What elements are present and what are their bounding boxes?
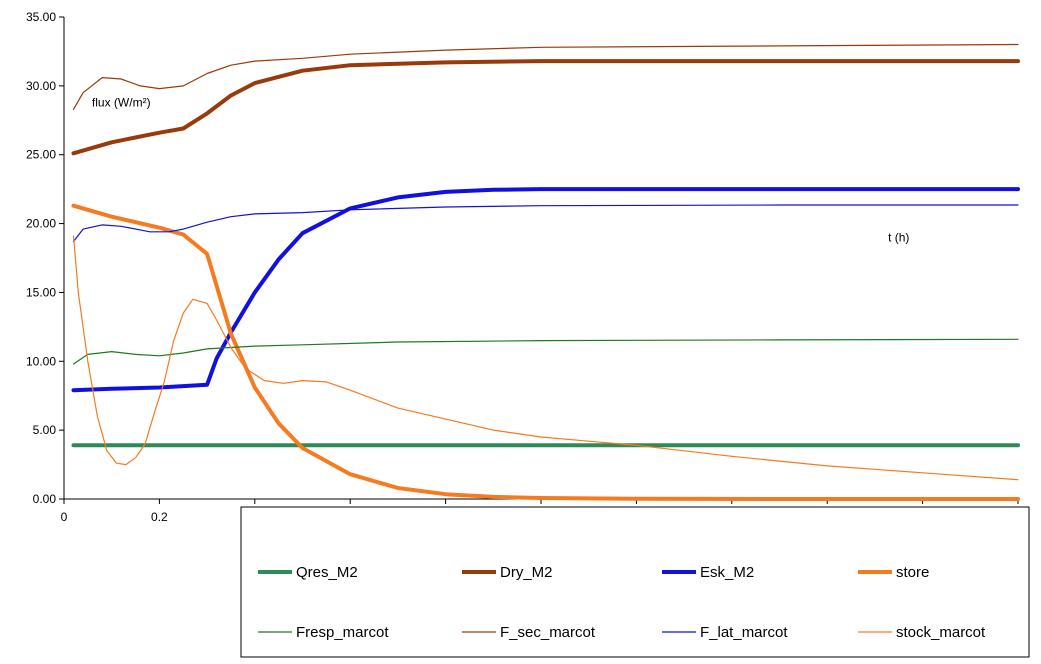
legend-label: stock_marcot: [896, 624, 986, 641]
x-tick-label: 0: [61, 510, 68, 524]
legend-label: Qres_M2: [296, 564, 358, 581]
series-line-dry-m2: [71, 59, 1020, 156]
annotations: flux (W/m²) t (h): [92, 96, 910, 245]
series-line-f-sec-marcot: [72, 43, 1019, 110]
legend-label: Fresp_marcot: [296, 624, 389, 641]
y-ticks: 0.00 5.00 10.00 15.00 20.00 25.00 30.00 35.00: [26, 10, 64, 506]
y-tick-label: 25.00: [26, 148, 56, 162]
legend: Qres_M2 Dry_M2 Esk_M2 store Fresp_marcot F_se…: [240, 506, 1030, 658]
legend-label: Dry_M2: [500, 564, 553, 581]
y-tick-label: 20.00: [26, 217, 56, 231]
series-line-fresp-marcot: [72, 338, 1019, 365]
y-tick-label: 10.00: [26, 354, 56, 368]
series-line-f-lat-marcot: [72, 204, 1019, 243]
legend-label: F_lat_marcot: [700, 624, 788, 641]
y-tick-label: 5.00: [33, 423, 57, 437]
y-tick-label: 30.00: [26, 79, 56, 93]
legend-label: F_sec_marcot: [500, 624, 596, 641]
series-line-store: [71, 203, 1020, 501]
series-layer: [71, 43, 1020, 501]
y-tick-label: 0.00: [33, 492, 57, 506]
series-line-stock-marcot: [72, 235, 1019, 481]
legend-label: Esk_M2: [700, 564, 754, 581]
annotation-text: flux (W/m²): [92, 96, 151, 110]
series-line-esk-m2: [71, 187, 1020, 393]
y-tick-label: 15.00: [26, 285, 56, 299]
x-tick-label: 0.2: [151, 510, 168, 524]
legend-box: [240, 506, 1030, 658]
y-tick-label: 35.00: [26, 10, 56, 24]
annotation-text: t (h): [888, 230, 909, 244]
legend-label: store: [896, 564, 929, 581]
